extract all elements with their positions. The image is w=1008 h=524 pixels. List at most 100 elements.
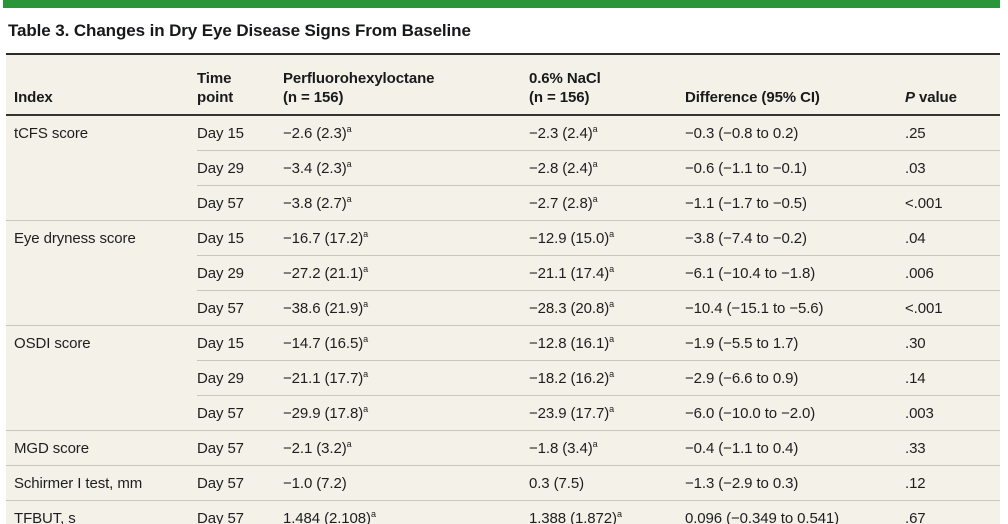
nacl-cell: −2.3 (2.4)a — [529, 115, 685, 151]
pvalue-cell: .03 — [905, 150, 1000, 186]
nacl-cell: 1.388 (1.872)a — [529, 500, 685, 524]
nacl-cell: −21.1 (17.4)a — [529, 255, 685, 291]
timepoint-cell: Day 29 — [197, 150, 283, 186]
table-row: OSDI score Day 15 −14.7 (16.5)a −12.8 (1… — [6, 325, 1000, 361]
table-row: Day 57 −3.8 (2.7)a −2.7 (2.8)a −1.1 (−1.… — [6, 185, 1000, 221]
footnote-a-marker: a — [346, 158, 352, 169]
nacl-cell: −12.8 (16.1)a — [529, 325, 685, 361]
header-time-line2: point — [197, 88, 234, 106]
difference-cell: 0.096 (−0.349 to 0.541) — [685, 500, 905, 524]
table-row: TFBUT, s Day 57 1.484 (2.108)a 1.388 (1.… — [6, 500, 1000, 524]
footnote-a-marker: a — [370, 508, 376, 519]
difference-cell: −6.0 (−10.0 to −2.0) — [685, 395, 905, 431]
pfho-value: −3.4 (2.3) — [283, 159, 347, 177]
index-cell: TFBUT, s — [6, 500, 197, 524]
pfho-value: −2.1 (3.2) — [283, 439, 347, 457]
footnote-a-marker: a — [592, 438, 598, 449]
difference-cell: −10.4 (−15.1 to −5.6) — [685, 290, 905, 326]
index-cell — [6, 186, 197, 221]
timepoint-cell: Day 29 — [197, 360, 283, 396]
pfho-value: −16.7 (17.2) — [283, 229, 364, 247]
index-cell: OSDI score — [6, 325, 197, 361]
nacl-cell: −18.2 (16.2)a — [529, 360, 685, 396]
timepoint-cell: Day 57 — [197, 395, 283, 431]
footnote-a-marker: a — [363, 263, 369, 274]
nacl-value: −2.8 (2.4) — [529, 159, 593, 177]
header-p-value: P value — [905, 54, 1000, 117]
footnote-a-marker: a — [346, 123, 352, 134]
difference-cell: −1.3 (−2.9 to 0.3) — [685, 465, 905, 501]
pvalue-cell: .14 — [905, 360, 1000, 396]
difference-cell: −0.4 (−1.1 to 0.4) — [685, 430, 905, 466]
nacl-cell: −28.3 (20.8)a — [529, 290, 685, 326]
pfho-value: −3.8 (2.7) — [283, 194, 347, 212]
timepoint-cell: Day 15 — [197, 325, 283, 361]
footnote-a-marker: a — [616, 508, 622, 519]
pfho-cell: −3.8 (2.7)a — [283, 185, 529, 221]
pvalue-cell: <.001 — [905, 185, 1000, 221]
pfho-value: −14.7 (16.5) — [283, 334, 364, 352]
index-cell — [6, 151, 197, 186]
timepoint-cell: Day 57 — [197, 465, 283, 501]
pvalue-cell: .003 — [905, 395, 1000, 431]
header-index: Index — [6, 54, 197, 117]
footnote-a-marker: a — [609, 403, 615, 414]
index-cell — [6, 396, 197, 431]
header-time-point: Time point — [197, 54, 283, 117]
difference-cell: −6.1 (−10.4 to −1.8) — [685, 255, 905, 291]
table-wrap: Table 3. Changes in Dry Eye Disease Sign… — [6, 8, 1000, 524]
footnote-a-marker: a — [592, 193, 598, 204]
pvalue-cell: .006 — [905, 255, 1000, 291]
footnote-a-marker: a — [609, 228, 615, 239]
header-row: Index Time point Perfluorohexyloctane (n =… — [6, 54, 1000, 117]
pvalue-cell: .67 — [905, 500, 1000, 524]
pfho-cell: −29.9 (17.8)a — [283, 395, 529, 431]
index-cell — [6, 361, 197, 396]
pfho-value: 1.484 (2.108) — [283, 509, 371, 524]
nacl-cell: −23.9 (17.7)a — [529, 395, 685, 431]
timepoint-cell: Day 57 — [197, 185, 283, 221]
header-p-italic: P — [905, 88, 915, 106]
nacl-value: −23.9 (17.7) — [529, 404, 610, 422]
nacl-cell: 0.3 (7.5) — [529, 465, 685, 501]
pfho-value: −27.2 (21.1) — [283, 264, 364, 282]
header-p-rest: value — [914, 88, 957, 106]
index-cell: Schirmer I test, mm — [6, 465, 197, 501]
index-cell: tCFS score — [14, 125, 89, 143]
nacl-value: −2.7 (2.8) — [529, 194, 593, 212]
header-perfluorohexyloctane: Perfluorohexyloctane (n = 156) — [283, 54, 529, 117]
table-body: tCFS score Day 15 −2.6 (2.3)a −2.3 (2.4)… — [6, 115, 1000, 524]
nacl-value: 0.3 (7.5) — [529, 474, 584, 492]
nacl-value: −2.3 (2.4) — [529, 124, 593, 142]
footnote-a-marker: a — [592, 123, 598, 134]
pvalue-cell: .30 — [905, 325, 1000, 361]
difference-cell: −1.9 (−5.5 to 1.7) — [685, 325, 905, 361]
pvalue-cell: .04 — [905, 220, 1000, 256]
header-time-line1: Time — [197, 69, 232, 87]
table-header: Index Time point Perfluorohexyloctane (n =… — [6, 54, 1000, 117]
table-row: Day 29 −27.2 (21.1)a −21.1 (17.4)a −6.1 … — [6, 255, 1000, 291]
pfho-cell: −2.6 (2.3)a — [283, 115, 529, 151]
footnote-a-marker: a — [363, 368, 369, 379]
index-cell: MGD score — [6, 430, 197, 466]
pfho-cell: −21.1 (17.7)a — [283, 360, 529, 396]
header-difference: Difference (95% CI) — [685, 54, 905, 117]
pvalue-cell: .12 — [905, 465, 1000, 501]
difference-cell: −3.8 (−7.4 to −0.2) — [685, 220, 905, 256]
pfho-cell: −3.4 (2.3)a — [283, 150, 529, 186]
index-cell — [6, 256, 197, 291]
table-row: tCFS score Day 15 −2.6 (2.3)a −2.3 (2.4)… — [6, 115, 1000, 151]
nacl-cell: −12.9 (15.0)a — [529, 220, 685, 256]
table-row: Day 57 −38.6 (21.9)a −28.3 (20.8)a −10.4… — [6, 290, 1000, 326]
table-row: MGD score Day 57 −2.1 (3.2)a −1.8 (3.4)a… — [6, 430, 1000, 466]
table-row: Day 29 −21.1 (17.7)a −18.2 (16.2)a −2.9 … — [6, 360, 1000, 396]
pfho-cell: −14.7 (16.5)a — [283, 325, 529, 361]
footnote-a-marker: a — [363, 298, 369, 309]
difference-cell: −0.3 (−0.8 to 0.2) — [685, 124, 799, 142]
table-title: Table 3. Changes in Dry Eye Disease Sign… — [8, 21, 471, 40]
pfho-value: −29.9 (17.8) — [283, 404, 364, 422]
timepoint-cell: Day 57 — [197, 500, 283, 524]
table-row: Day 57 −29.9 (17.8)a −23.9 (17.7)a −6.0 … — [6, 395, 1000, 431]
nacl-value: 1.388 (1.872) — [529, 509, 617, 524]
pfho-cell: −16.7 (17.2)a — [283, 220, 529, 256]
